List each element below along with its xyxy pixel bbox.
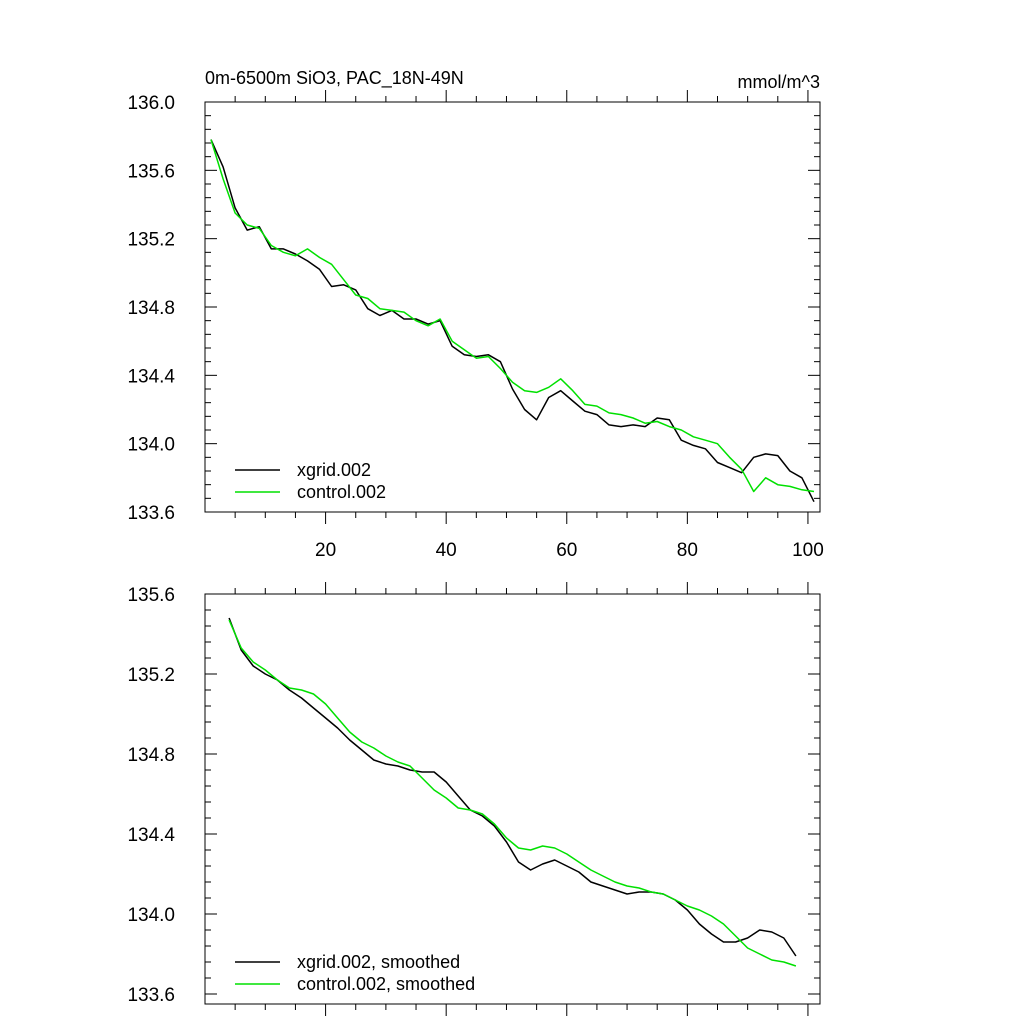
units-label: mmol/m^3 (738, 72, 820, 92)
x-tick-label: 80 (677, 540, 698, 561)
y-tick-label: 135.6 (127, 585, 175, 606)
y-tick-label: 134.4 (127, 825, 175, 846)
y-tick-label: 134.4 (127, 366, 175, 387)
x-tick-label: 100 (792, 540, 824, 561)
y-tick-label: 136.0 (127, 93, 175, 114)
series-line-control (210, 139, 815, 493)
legend-label: xgrid.002 (297, 460, 371, 480)
plot-frame (204, 593, 821, 1005)
y-tick-label: 135.2 (127, 665, 175, 686)
y-tick-label: 135.6 (127, 161, 175, 182)
bottom-panel: 133.6 134.0 134.4 134.8 135.2 135.6 xgrid.002,… (127, 582, 821, 1016)
y-tick-label: 134.0 (127, 905, 175, 926)
plot-frame (204, 101, 821, 513)
legend-label: xgrid.002, smoothed (297, 952, 460, 972)
legend-label: control.002, smoothed (297, 974, 475, 994)
x-tick-label: 40 (436, 540, 457, 561)
series-line-control (228, 619, 797, 967)
y-tick-label: 134.0 (127, 435, 175, 456)
legend-label: control.002 (297, 482, 386, 502)
y-tick-label: 133.6 (127, 503, 175, 524)
series-line-xgrid (210, 139, 815, 503)
y-tick-label: 135.2 (127, 230, 175, 251)
y-tick-label: 134.8 (127, 298, 175, 319)
top-panel: 133.6 134.0 134.4 134.8 135.2 135.6 136.0 20 40 6… (127, 68, 823, 561)
y-tick-label: 133.6 (127, 985, 175, 1006)
x-tick-label: 60 (556, 540, 577, 561)
y-tick-label: 134.8 (127, 745, 175, 766)
series-line-xgrid (228, 617, 797, 957)
x-tick-label: 20 (315, 540, 336, 561)
chart-title: 0m-6500m SiO3, PAC_18N-49N (205, 68, 464, 89)
